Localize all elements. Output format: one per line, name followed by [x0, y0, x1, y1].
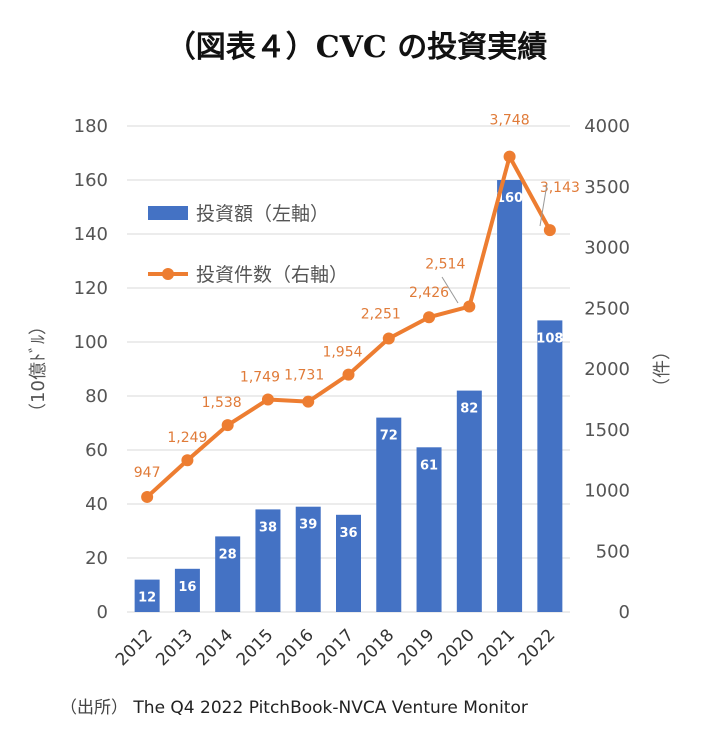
y-right-tick: 4000 [584, 116, 630, 137]
y-left-tick: 160 [74, 170, 108, 191]
bar [255, 509, 281, 612]
bar [456, 390, 482, 612]
y-left-label: （10億ﾄﾞﾙ） [28, 317, 49, 421]
bar-label: 36 [339, 526, 357, 541]
line-label: 3,748 [490, 113, 530, 129]
x-tick: 2018 [354, 625, 399, 670]
y-right-tick: 0 [619, 602, 630, 623]
line-labels: 947 1,249 1,538 1,749 1,731 1,954 2,251 2,426 2,… [134, 113, 580, 481]
leader-line [539, 183, 548, 227]
line-point [382, 332, 395, 345]
line-point [261, 393, 274, 406]
line-label: 2,426 [409, 285, 449, 301]
bar-label: 38 [259, 520, 277, 535]
line-label: 1,249 [167, 430, 207, 446]
y-right-tick: 3500 [584, 177, 630, 198]
legend-marker-line [162, 268, 174, 280]
x-tick: 2014 [192, 625, 237, 670]
line-point [463, 300, 476, 313]
source-line: （出所） The Q4 2022 PitchBook-NVCA Venture … [60, 693, 528, 718]
y-left-tick: 120 [74, 278, 108, 299]
bar-label: 82 [460, 402, 478, 417]
y-right-tick: 3000 [584, 238, 630, 259]
bar [295, 506, 321, 612]
x-tick: 2020 [434, 625, 479, 670]
x-tick: 2015 [233, 625, 278, 670]
bar-label: 28 [219, 547, 237, 562]
y-right-tick: 2500 [584, 298, 630, 319]
line-point [423, 311, 436, 324]
bar [537, 320, 563, 612]
line-label: 2,514 [425, 257, 465, 273]
bar [174, 568, 200, 612]
x-tick: 2017 [313, 625, 358, 670]
bar [336, 514, 361, 612]
x-tick: 2013 [152, 625, 197, 670]
bar-label: 61 [420, 458, 438, 473]
y-left-tick: 60 [85, 440, 108, 461]
y-left-tick: 180 [74, 116, 108, 137]
line-label: 947 [134, 465, 161, 481]
legend-label-bars: 投資額（左軸） [196, 203, 329, 225]
line-point [141, 490, 154, 503]
right-axis: 0 500 1000 1500 2000 2500 3000 3500 4000 （件） [584, 116, 673, 623]
bar-labels: 12 16 28 38 39 36 72 61 82 160 108 [138, 191, 563, 606]
line-point [181, 454, 194, 467]
y-right-tick: 500 [596, 541, 630, 562]
legend-label-line: 投資件数（右軸） [196, 264, 348, 286]
y-right-label: （件） [652, 342, 673, 396]
x-tick: 2022 [515, 625, 560, 670]
y-left-tick: 40 [85, 494, 108, 515]
bar [416, 447, 442, 612]
bar-label: 12 [138, 591, 156, 606]
bar [215, 536, 241, 612]
left-axis: 0 20 40 60 80 100 120 140 160 180 （10億ﾄﾞﾙ） [28, 116, 108, 623]
x-tick: 2019 [394, 625, 439, 670]
x-axis: 2012201320142015201620172018201920202021… [112, 625, 559, 670]
x-tick: 2021 [474, 625, 519, 670]
line-label: 1,749 [240, 369, 280, 385]
legend: 投資額（左軸） 投資件数（右軸） [148, 203, 348, 286]
chart-title: （図表４）CVC の投資実績 [165, 30, 548, 65]
bar-label: 39 [299, 518, 317, 533]
x-tick: 2012 [112, 625, 157, 670]
source-text: The Q4 2022 PitchBook-NVCA Venture Monit… [133, 698, 528, 718]
bar [497, 180, 523, 612]
line-label: 1,538 [202, 395, 242, 411]
bar-label: 108 [536, 331, 563, 346]
source-prefix: （出所） [60, 698, 128, 718]
x-tick: 2016 [273, 625, 318, 670]
legend-swatch-bars [148, 206, 188, 220]
y-left-tick: 20 [85, 548, 108, 569]
y-right-tick: 1500 [584, 420, 630, 441]
line-point [543, 224, 556, 237]
y-right-tick: 1000 [584, 481, 630, 502]
bar-label: 72 [380, 429, 398, 444]
bar-label: 16 [178, 580, 196, 595]
y-right-tick: 2000 [584, 359, 630, 380]
bar [376, 417, 402, 612]
line-label: 1,731 [284, 368, 324, 384]
line-label: 1,954 [322, 345, 362, 361]
line-point [342, 368, 355, 381]
y-left-tick: 140 [74, 224, 108, 245]
line-label: 2,251 [361, 307, 401, 323]
line-point [302, 395, 315, 408]
y-left-tick: 0 [97, 602, 108, 623]
leader-line [441, 276, 459, 304]
y-left-tick: 100 [74, 332, 108, 353]
line-label: 3,143 [540, 180, 580, 196]
y-left-tick: 80 [85, 386, 108, 407]
line-series [141, 150, 556, 503]
bar-label: 160 [496, 191, 523, 206]
line-point [221, 419, 234, 432]
bar-series [134, 180, 563, 612]
bar [134, 579, 160, 612]
line-point [503, 150, 516, 163]
